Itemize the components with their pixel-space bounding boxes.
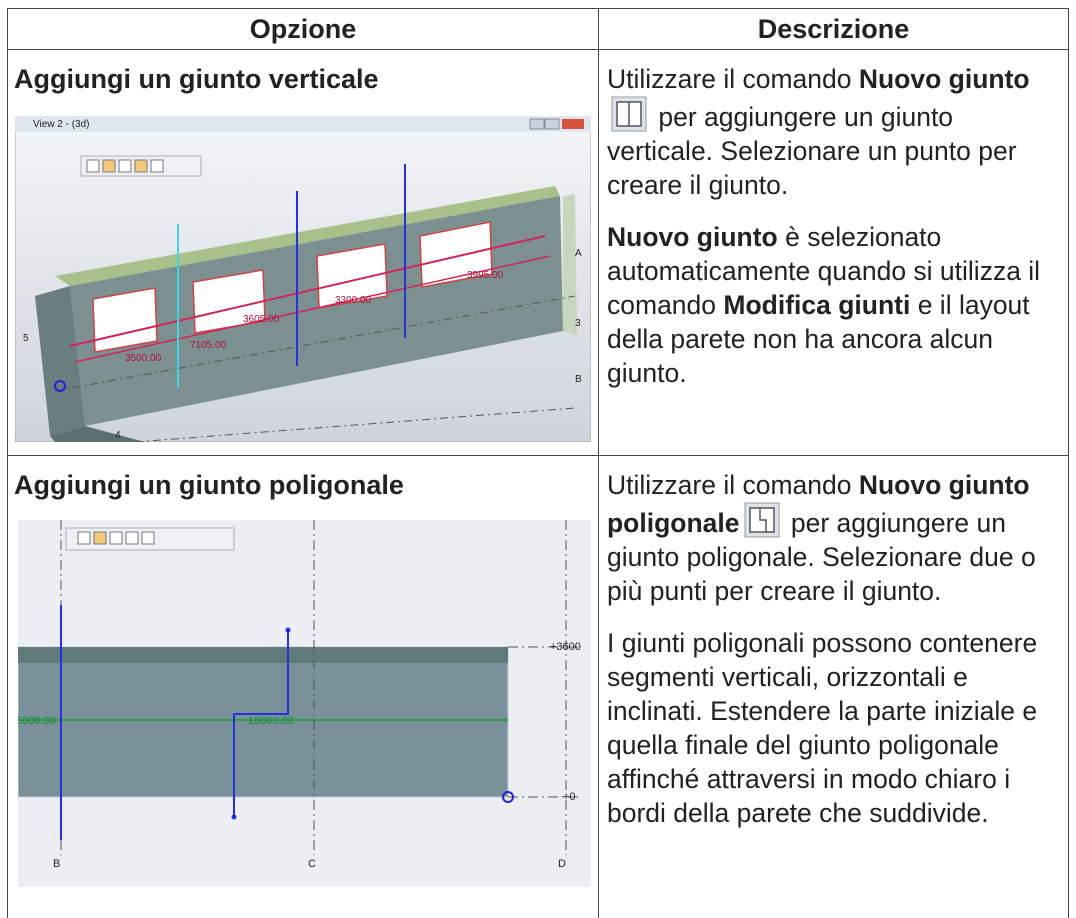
bold-text: Nuovo giunto <box>607 222 778 252</box>
image-label: 4 <box>115 430 121 441</box>
text: I giunti poligonali possono contenere se… <box>607 628 1038 828</box>
image-label: 10600.00 <box>248 715 294 727</box>
bold-text: Nuovo giunto poligonale <box>607 470 1030 538</box>
image-label: 6000.00 <box>18 715 56 727</box>
option-cell: Aggiungi un giunto verticale View 2 - (3… <box>7 49 599 456</box>
image-label: 3 <box>575 318 581 329</box>
image-label: +3600 <box>550 641 581 653</box>
text: per aggiungere un giunto poligonale. Sel… <box>607 508 1036 606</box>
image-label: View 2 - (3d) <box>33 119 90 130</box>
option-cell: Aggiungi un giunto poligonale 6000.00 106… <box>7 455 599 918</box>
bold-text: Modifica giunti <box>723 290 911 320</box>
option-title: Aggiungi un giunto poligonale <box>14 470 404 500</box>
option-title: Aggiungi un giunto verticale <box>14 64 379 94</box>
description-cell: Utilizzare il comando Nuovo giunto polig… <box>598 455 1069 918</box>
text: Utilizzare il comando <box>607 64 859 94</box>
new-polygon-joint-icon <box>744 502 779 538</box>
image-label: 5 <box>23 333 29 344</box>
image-label: C <box>308 858 316 870</box>
image-label: 3500.00 <box>125 353 162 364</box>
paragraph: I giunti poligonali possono contenere se… <box>607 626 1060 830</box>
options-table: Opzione Descrizione Aggiungi un giunto v… <box>7 8 1069 918</box>
image-label: 7105.00 <box>190 340 227 351</box>
row: Aggiungi un giunto verticale View 2 - (3… <box>7 49 1069 456</box>
screenshot-3d: View 2 - (3d) 3500.00 7105.00 3605.00 3300.0… <box>15 116 591 442</box>
bold-text: Nuovo giunto <box>858 64 1030 94</box>
screenshot-2d: 6000.00 10600.00 +3600 +0 B C D <box>18 520 591 887</box>
image-label: 3300.00 <box>335 295 372 306</box>
row: Aggiungi un giunto poligonale 6000.00 106… <box>7 455 1069 918</box>
image-label: +0 <box>563 791 576 803</box>
image-label: 3995.00 <box>467 270 504 281</box>
text: è selezionato automaticamente quando si … <box>607 222 1041 320</box>
description-cell: Utilizzare il comando Nuovo giunto per a… <box>598 49 1069 456</box>
image-label: D <box>558 858 566 870</box>
header-cell: Descrizione <box>598 8 1069 50</box>
image-label: B <box>575 374 582 385</box>
image-label: A <box>575 248 582 259</box>
image-label: 3605.00 <box>243 314 280 325</box>
paragraph: Utilizzare il comando Nuovo giunto per a… <box>607 62 1060 202</box>
paragraph: Nuovo giunto è selezionato automaticamen… <box>607 220 1060 390</box>
paragraph: Utilizzare il comando Nuovo giunto polig… <box>607 468 1060 608</box>
header-row: Opzione Descrizione <box>7 8 1069 50</box>
text: e il layout della parete non ha ancora a… <box>607 290 1030 388</box>
text: per aggiungere un giunto verticale. Sele… <box>607 102 1017 200</box>
text: Utilizzare il comando <box>607 470 859 500</box>
image-label: B <box>53 858 60 870</box>
header-cell: Opzione <box>7 8 599 50</box>
new-joint-icon <box>611 96 647 132</box>
